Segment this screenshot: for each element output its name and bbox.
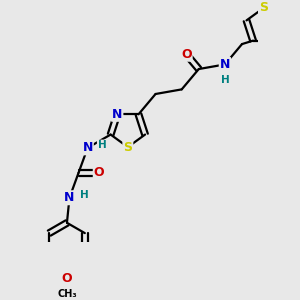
Text: N: N: [64, 191, 75, 204]
Text: N: N: [112, 108, 122, 121]
Text: CH₃: CH₃: [57, 289, 77, 299]
Text: H: H: [220, 75, 229, 85]
Text: N: N: [220, 58, 230, 71]
Text: O: O: [181, 48, 192, 61]
Text: O: O: [62, 272, 72, 285]
Text: S: S: [259, 2, 268, 14]
Text: N: N: [82, 141, 93, 154]
Text: H: H: [80, 190, 88, 200]
Text: O: O: [94, 166, 104, 179]
Text: H: H: [98, 140, 106, 150]
Text: S: S: [123, 141, 132, 154]
